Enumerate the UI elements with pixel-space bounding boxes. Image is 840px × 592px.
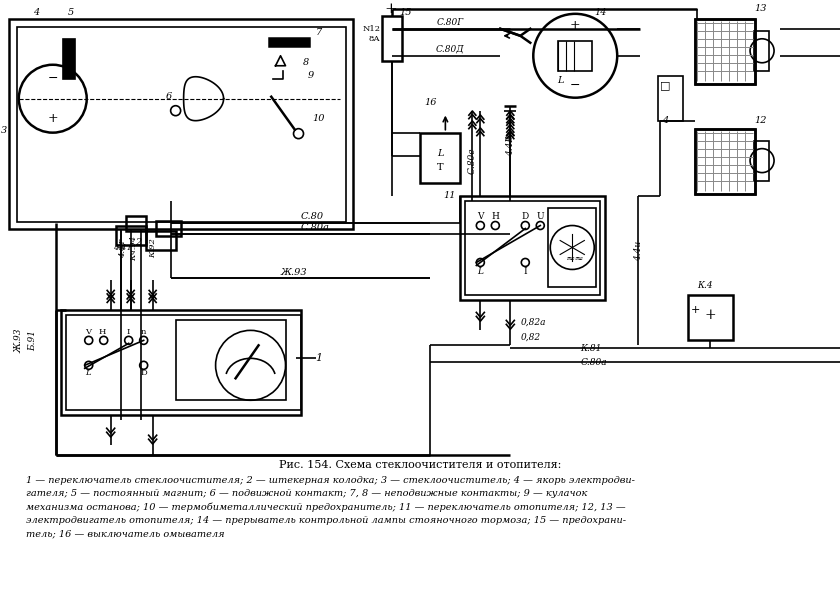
Bar <box>8 19 354 229</box>
Bar <box>549 208 596 288</box>
Bar <box>145 230 176 250</box>
Text: L: L <box>557 76 564 85</box>
Text: 4.4Т: 4.4Т <box>113 244 132 253</box>
Text: тель; 16 — выключатель омывателя: тель; 16 — выключатель омывателя <box>26 530 224 539</box>
Text: 0,82а: 0,82а <box>520 318 546 327</box>
Bar <box>696 19 755 83</box>
Text: Б.91: Б.91 <box>29 330 37 351</box>
Bar <box>420 133 460 182</box>
Text: H: H <box>99 329 107 336</box>
Text: 8: 8 <box>302 58 308 67</box>
Text: I: I <box>523 267 528 276</box>
Text: 13: 13 <box>753 4 766 14</box>
Text: H: H <box>491 212 499 221</box>
Text: 10: 10 <box>312 114 325 123</box>
Text: 11: 11 <box>443 191 455 200</box>
Text: Ж.93: Ж.93 <box>281 268 307 277</box>
Text: С.80а: С.80а <box>580 358 606 367</box>
Bar <box>659 76 683 121</box>
Text: U: U <box>537 212 544 221</box>
Text: ≈≈: ≈≈ <box>566 253 585 263</box>
Text: К.81: К.81 <box>580 344 601 353</box>
Text: Рис. 154. Схема стеклоочистителя и отопителя:: Рис. 154. Схема стеклоочистителя и отопи… <box>279 460 562 470</box>
Text: Ж.93: Ж.93 <box>14 328 24 353</box>
Text: D: D <box>522 212 529 221</box>
Text: 6: 6 <box>165 92 171 101</box>
Bar <box>116 226 145 246</box>
Text: К.92: К.92 <box>149 239 156 259</box>
Text: механизма останова; 10 — термобиметаллический предохранитель; 11 — переключатель: механизма останова; 10 — термобиметаллич… <box>26 503 626 512</box>
Text: 4: 4 <box>662 116 669 125</box>
Bar <box>17 27 346 221</box>
Bar <box>460 195 606 300</box>
Bar <box>754 141 769 181</box>
Text: 5: 5 <box>67 8 74 17</box>
Text: 1: 1 <box>315 353 322 363</box>
Text: 12: 12 <box>753 116 766 125</box>
Text: С.80а: С.80а <box>301 223 329 232</box>
Text: С.80Д: С.80Д <box>436 44 465 53</box>
Bar <box>63 39 75 79</box>
Text: 9: 9 <box>307 71 313 81</box>
Text: 4.4В: 4.4В <box>506 135 515 156</box>
Bar <box>176 320 286 400</box>
Bar <box>66 316 301 410</box>
Text: I: I <box>127 329 130 336</box>
Bar <box>688 295 733 340</box>
Text: 4: 4 <box>33 8 39 17</box>
Bar <box>155 221 181 236</box>
Text: 2: 2 <box>135 238 142 247</box>
Text: 8А: 8А <box>369 35 381 43</box>
Text: +: + <box>384 2 396 16</box>
Text: +: + <box>690 305 700 316</box>
Bar <box>269 38 308 46</box>
Text: +: + <box>570 20 580 33</box>
Bar <box>382 16 402 61</box>
Text: С.80Г: С.80Г <box>437 18 464 27</box>
Text: 4.4Т: 4.4Т <box>118 239 127 258</box>
Text: L: L <box>437 149 444 158</box>
Bar <box>559 41 592 70</box>
Text: С.80: С.80 <box>301 212 323 221</box>
Bar <box>696 128 755 194</box>
Bar <box>696 128 755 194</box>
Text: −: − <box>570 79 580 92</box>
Text: +: + <box>704 308 716 323</box>
Text: электродвигатель отопителя; 14 — прерыватель контрольной лампы стояночного тормо: электродвигатель отопителя; 14 — прерыва… <box>26 516 626 525</box>
Text: 3: 3 <box>1 126 7 135</box>
Text: L: L <box>477 267 483 276</box>
Text: T: T <box>437 163 444 172</box>
Text: 4.4и: 4.4и <box>633 240 643 260</box>
Text: С.80е: С.80е <box>468 147 477 174</box>
Text: 14: 14 <box>594 8 606 17</box>
Text: 16: 16 <box>424 98 437 107</box>
Text: 15: 15 <box>399 8 412 17</box>
Bar <box>696 19 755 83</box>
Bar <box>465 201 601 295</box>
Text: V: V <box>477 212 484 221</box>
Text: n: n <box>141 329 146 336</box>
Text: гателя; 5 — постоянный магнит; 6 — подвижной контакт; 7, 8 — неподвижные контакт: гателя; 5 — постоянный магнит; 6 — подви… <box>26 489 587 498</box>
Text: □: □ <box>660 81 670 91</box>
Bar <box>60 310 301 415</box>
Text: V: V <box>85 329 91 336</box>
Text: 1 — переключатель стеклоочистителя; 2 — штекерная колодка; 3 — стеклоочиститель;: 1 — переключатель стеклоочистителя; 2 — … <box>26 475 635 485</box>
Text: Кч.94: Кч.94 <box>129 236 138 261</box>
Text: 7: 7 <box>315 28 322 37</box>
Bar <box>126 215 145 230</box>
Bar <box>754 31 769 70</box>
Text: К.4: К.4 <box>697 281 713 290</box>
Text: −: − <box>48 72 58 85</box>
Text: L: L <box>85 369 91 377</box>
Text: N12: N12 <box>362 25 381 33</box>
Text: 0,82: 0,82 <box>520 333 540 342</box>
Text: +: + <box>47 112 58 125</box>
Text: D: D <box>140 369 147 377</box>
